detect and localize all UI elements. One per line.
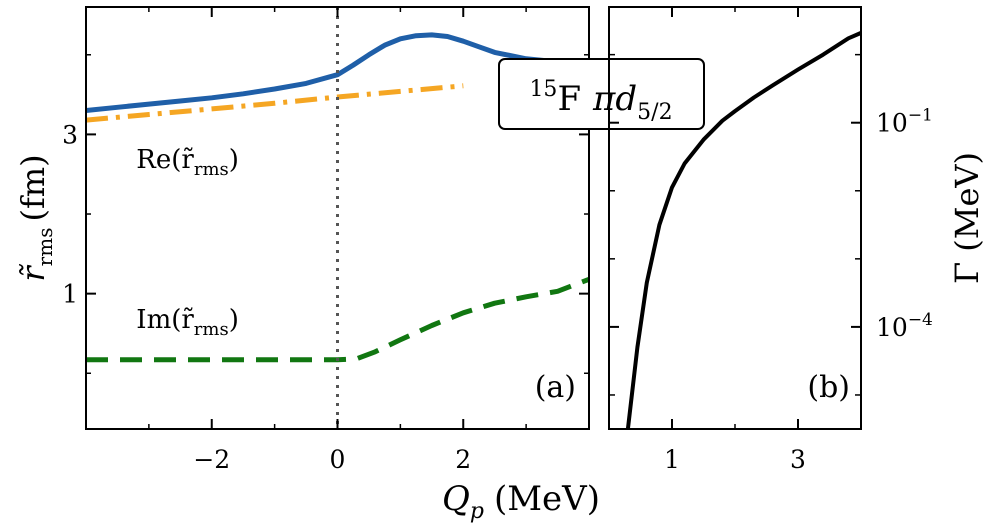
y-tick-label: 1 bbox=[62, 280, 78, 309]
shared-xlabel-symbol: Q bbox=[442, 479, 470, 519]
panel-b-ylabel: Γ (MeV) bbox=[948, 152, 986, 284]
y-tick-label: 3 bbox=[62, 120, 78, 149]
x-tick-label: 0 bbox=[330, 445, 346, 474]
panel-b-ylabel-unit: (MeV) bbox=[948, 152, 986, 252]
panel-b-ticks: 1 3 10−4 10−1 bbox=[609, 7, 933, 474]
re-rrms-label-sub: rms bbox=[194, 159, 229, 180]
panel-a-tag: (a) bbox=[535, 370, 576, 405]
panel-a-ylabel-symbol: r̃ bbox=[14, 263, 52, 282]
panel-a-series bbox=[86, 32, 589, 363]
panel-a-ylabel-unit: (fm) bbox=[14, 154, 52, 221]
panel-b: 1 3 10−4 10−1 (b) Γ (MeV) bbox=[608, 6, 986, 474]
series-dashed-line bbox=[86, 276, 589, 363]
panel-b-series bbox=[625, 31, 861, 429]
series-solid-line bbox=[86, 32, 589, 113]
re-rrms-label-close: ) bbox=[229, 145, 239, 175]
nucleus-symbol: F bbox=[557, 79, 581, 119]
x-tick-label: 1 bbox=[664, 445, 680, 474]
shared-xlabel: Qp (MeV) bbox=[442, 479, 600, 524]
im-rrms-label: Im(r̃rms) bbox=[136, 305, 239, 340]
panel-b-tag: (b) bbox=[807, 370, 850, 405]
nucleus-label-box: 15F πd5/2 bbox=[498, 58, 705, 130]
re-rrms-label: Re(r̃rms) bbox=[136, 145, 239, 180]
im-rrms-label-sub: rms bbox=[194, 319, 229, 340]
gamma-line bbox=[625, 31, 861, 429]
panel-a-ylabel: r̃rms (fm) bbox=[14, 154, 57, 281]
shared-xlabel-unit: (MeV) bbox=[494, 479, 600, 519]
nucleus-label: 15F πd5/2 bbox=[529, 77, 672, 125]
x-tick-label: −2 bbox=[193, 445, 230, 474]
im-rrms-label-main: Im(r̃ bbox=[136, 305, 194, 335]
x-tick-label: 3 bbox=[790, 445, 806, 474]
orbital-label: πd bbox=[592, 79, 637, 119]
orbital-sub: 5/2 bbox=[637, 100, 672, 125]
y-tick-label: 10−4 bbox=[876, 310, 933, 342]
re-rrms-label-main: Re(r̃ bbox=[136, 145, 194, 175]
x-tick-label: 2 bbox=[455, 445, 471, 474]
series-dashdot-line bbox=[86, 83, 464, 123]
panel-b-ylabel-symbol: Γ bbox=[948, 262, 986, 284]
panel-a-ylabel-sub: rms bbox=[33, 228, 57, 267]
shared-xlabel-sub: p bbox=[470, 499, 484, 524]
nucleus-mass-number: 15 bbox=[529, 77, 557, 102]
y-tick-label: 10−1 bbox=[876, 106, 933, 138]
nucleus-label-frame bbox=[498, 58, 705, 130]
im-rrms-label-close: ) bbox=[229, 305, 239, 335]
panel-a: −2 0 213 Re(r̃rms) Im(r̃rms) (a) r̃rms(fm) bbox=[14, 6, 590, 474]
panel-a-ticks: −2 0 2 1 3 bbox=[62, 7, 589, 474]
